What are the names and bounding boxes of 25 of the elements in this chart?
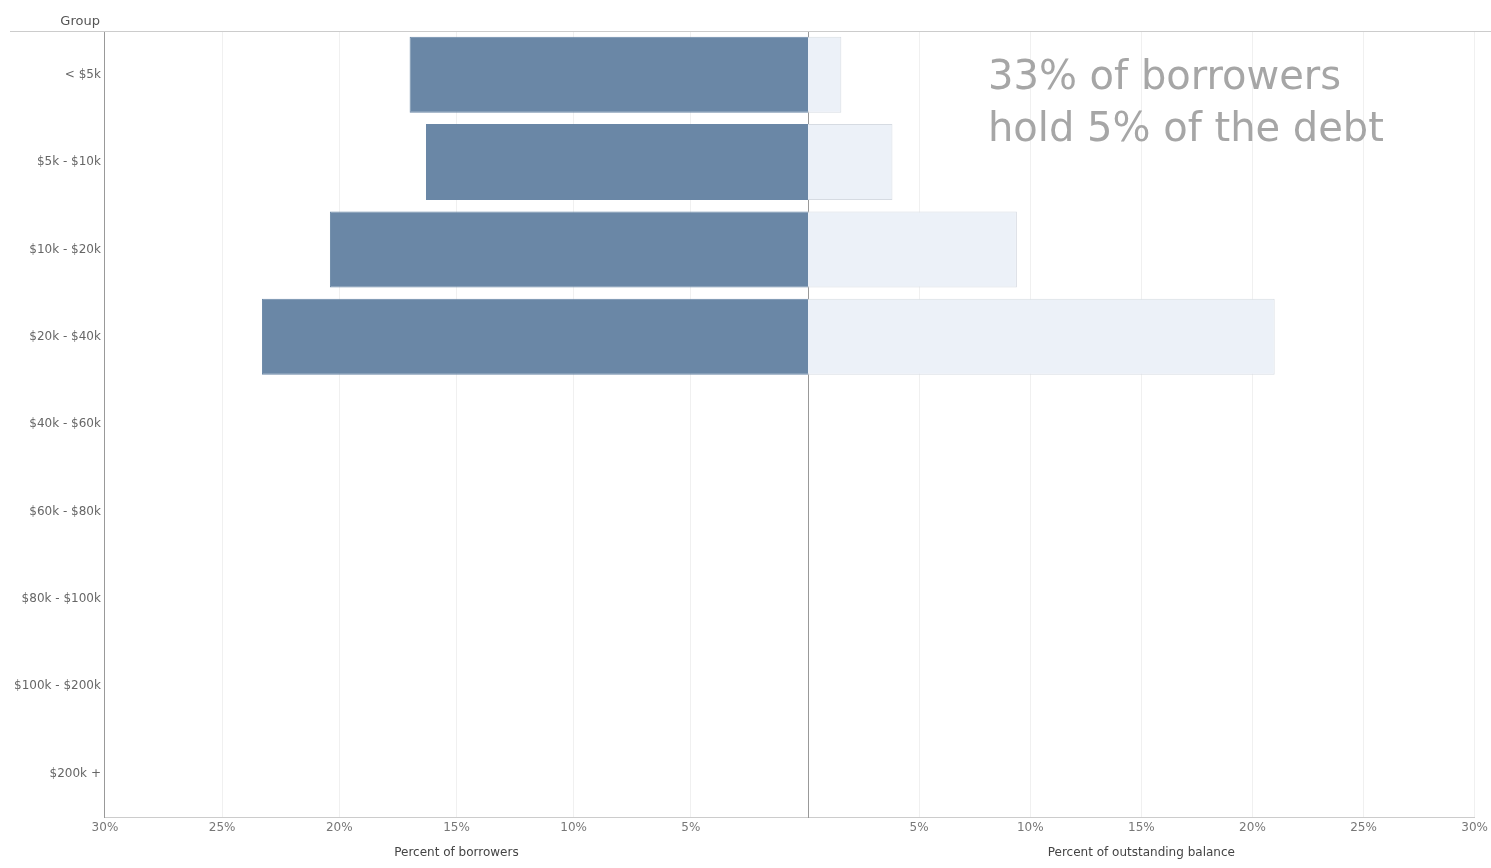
x-axis-title: Percent of borrowers	[394, 844, 519, 859]
x-tick-label: 30%	[91, 819, 119, 834]
y-tick-label: $5k - $10k	[36, 154, 101, 169]
y-tick-label: $200k +	[49, 765, 101, 780]
x-axis-title: Percent of outstanding balance	[1047, 844, 1235, 859]
x-tick-label: 25%	[1350, 819, 1377, 834]
x-tick-label: 5%	[909, 819, 929, 834]
annotation: 33% of borrowers hold 5% of the debt	[988, 52, 1384, 150]
x-tick-label: 20%	[1239, 819, 1266, 834]
y-axis-title: Group	[60, 12, 100, 28]
x-tick-label: 15%	[443, 819, 470, 834]
y-tick-label: $40k - $60k	[29, 416, 101, 431]
y-tick-label: $10k - $20k	[29, 241, 101, 256]
x-tick-label: 25%	[208, 819, 236, 834]
x-tick-label: 15%	[1128, 819, 1155, 834]
x-tick-label: 10%	[560, 819, 587, 834]
y-tick-label: < $5k	[64, 66, 101, 81]
y-tick-label: $100k - $200k	[14, 678, 101, 693]
y-tick-label: $80k - $100k	[21, 590, 101, 605]
x-tick-label: 30%	[1461, 819, 1488, 834]
y-tick-label: $60k - $80k	[29, 503, 101, 518]
x-tick-label: 20%	[325, 819, 353, 834]
y-tick-label: $20k - $40k	[29, 328, 101, 343]
x-tick-label: 10%	[1016, 819, 1044, 834]
x-tick-label: 5%	[681, 819, 701, 834]
